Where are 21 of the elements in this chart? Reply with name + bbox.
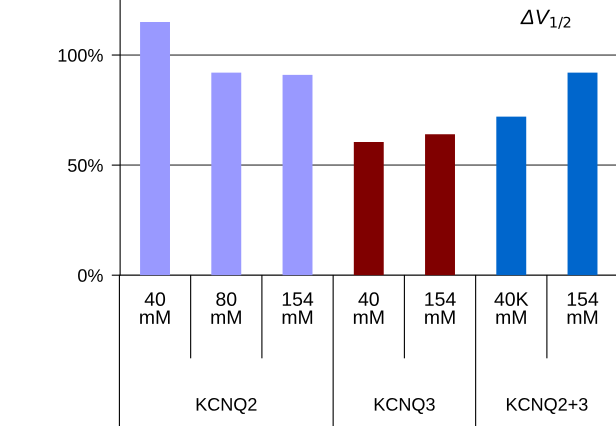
- x-tick-label: 40 mM: [354, 292, 384, 324]
- x-tick-label: 154 mM: [568, 292, 598, 324]
- text: KCNQ2: [196, 398, 256, 414]
- x-tick-label: 80 mM: [211, 292, 241, 324]
- bar: [282, 74, 312, 276]
- bar: [140, 22, 170, 276]
- bar: [496, 116, 526, 276]
- y-tick-label: 0%: [78, 269, 103, 282]
- x-tick-label: 154 mM: [425, 292, 456, 324]
- text: KCNQ2+3: [506, 398, 588, 414]
- bar: [211, 72, 242, 276]
- bar: [354, 142, 384, 276]
- bar: [425, 134, 455, 276]
- y-tick-label: 50%: [68, 159, 103, 172]
- text: KCNQ3: [374, 398, 435, 414]
- y-tick-label: 100%: [58, 48, 103, 62]
- bar: [568, 72, 598, 276]
- x-tick-label: 40K mM: [494, 292, 528, 324]
- x-tick-label: 154 mM: [282, 292, 314, 324]
- chart-title: ΔV$_{1/2}$: [520, 10, 570, 29]
- x-tick-label: 40 mM: [140, 292, 170, 324]
